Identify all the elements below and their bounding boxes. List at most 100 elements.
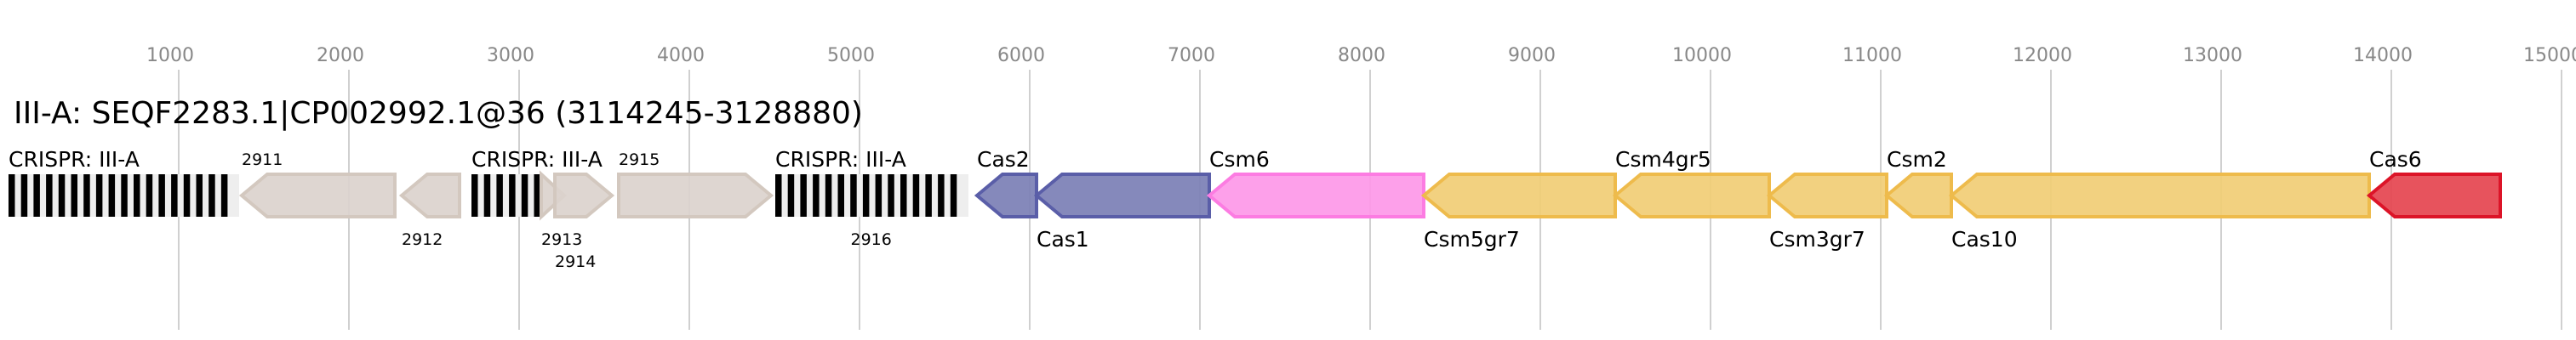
crispr-array: CRISPR: III-A 2916 <box>775 147 968 249</box>
gene-arrow <box>540 170 567 221</box>
gene-csm6: Csm6 <box>1206 147 1425 218</box>
crispr-repeat <box>171 174 178 217</box>
crispr-repeat <box>220 174 228 217</box>
gene-cas6: Cas6 <box>2366 147 2502 218</box>
crispr-repeat <box>875 174 882 217</box>
crispr-repeat <box>134 174 140 217</box>
tick-label: 12000 <box>2013 45 2072 66</box>
crispr-label: CRISPR: III-A <box>775 147 906 172</box>
gene-label: Cas1 <box>1037 227 1089 252</box>
crispr-repeat <box>183 174 191 217</box>
gene-arrow <box>398 173 461 218</box>
crispr-repeat <box>775 174 782 217</box>
crispr-repeat <box>534 174 540 217</box>
tick-label: 8000 <box>1338 45 1385 66</box>
crispr-label: CRISPR: III-A <box>471 147 603 172</box>
gene-arrow <box>1948 173 2371 218</box>
crispr-array: CRISPR: III-A <box>9 147 239 217</box>
crispr-repeat <box>825 174 832 217</box>
crispr-background <box>471 174 540 217</box>
crispr-repeat <box>912 174 920 217</box>
gene-label: 2913 <box>541 230 582 249</box>
tick-label: 9000 <box>1508 45 1556 66</box>
gene-2913: 2913 <box>540 170 582 249</box>
gene-arrow <box>1206 173 1425 218</box>
gene-arrow <box>1766 173 1888 218</box>
crispr-repeat <box>33 174 40 217</box>
crispr-repeat <box>95 174 103 217</box>
crispr-repeat <box>208 174 215 217</box>
gene-arrow <box>238 173 397 218</box>
gene-label: Cas10 <box>1951 227 2018 252</box>
gene-label: Csm6 <box>1209 147 1270 172</box>
crispr-array: CRISPR: III-A <box>471 147 603 217</box>
gene-arrow <box>1883 173 1953 218</box>
gene-csm4gr5: Csm4gr5 <box>1612 147 1771 218</box>
tick-label: 5000 <box>827 45 875 66</box>
gene-arrow <box>974 173 1038 218</box>
gene-csm2: Csm2 <box>1883 147 1953 218</box>
crispr-repeat <box>938 174 945 217</box>
gene-label: 2914 <box>555 252 596 271</box>
crispr-repeat <box>46 174 53 217</box>
crispr-repeat <box>787 174 795 217</box>
crispr-repeat <box>121 174 128 217</box>
crispr-repeat <box>9 174 15 217</box>
crispr-repeat <box>20 174 28 217</box>
crispr-repeat <box>509 174 516 217</box>
tick-label: 10000 <box>1672 45 1732 66</box>
gene-csm3gr7: Csm3gr7 <box>1766 173 1888 252</box>
gene-arrow <box>1612 173 1771 218</box>
tick-label: 14000 <box>2353 45 2413 66</box>
gene-label: 2911 <box>242 150 283 169</box>
crispr-repeat <box>158 174 165 217</box>
gene-2911: 2911 <box>238 150 397 218</box>
crispr-repeat <box>71 174 77 217</box>
locus-title: III-A: SEQF2283.1|CP002992.1@36 (3114245… <box>14 96 863 131</box>
crispr-repeat <box>196 174 203 217</box>
tick-label: 6000 <box>997 45 1045 66</box>
crispr-repeat <box>146 174 153 217</box>
crispr-repeat <box>58 174 66 217</box>
gene-label: Csm4gr5 <box>1615 147 1711 172</box>
tick-label: 13000 <box>2183 45 2242 66</box>
gene-label: Csm5gr7 <box>1424 227 1520 252</box>
gene-2912: 2912 <box>398 173 461 249</box>
crispr-repeat <box>925 174 932 217</box>
tick-label: 1000 <box>146 45 194 66</box>
crispr-repeat <box>521 174 528 217</box>
gene-2915: 2915 <box>617 150 774 218</box>
gene-arrow <box>553 173 615 218</box>
gene-label: Csm3gr7 <box>1769 227 1865 252</box>
gene-arrow <box>2366 173 2502 218</box>
gene-csm5gr7: Csm5gr7 <box>1420 173 1617 252</box>
gene-cas10: Cas10 <box>1948 173 2371 252</box>
gene-label: Cas2 <box>977 147 1030 172</box>
crispr-repeat <box>800 174 807 217</box>
crispr-repeat <box>471 174 478 217</box>
tick-label: 7000 <box>1168 45 1215 66</box>
gene-2914: 2914 <box>553 173 615 271</box>
crispr-background <box>775 174 968 217</box>
gene-label: Cas6 <box>2369 147 2422 172</box>
gene-arrow <box>1420 173 1617 218</box>
crispr-repeat <box>888 174 894 217</box>
crispr-repeat <box>837 174 844 217</box>
feature-track: CRISPR: III-A 2911 2912 CRISPR: III-A 2913 29… <box>9 147 2502 271</box>
crispr-repeat <box>496 174 503 217</box>
gene-label: 2912 <box>402 230 443 249</box>
gene-arrow <box>1033 173 1211 218</box>
crispr-repeat <box>950 174 957 217</box>
gene-cas1: Cas1 <box>1033 173 1211 252</box>
crispr-repeat <box>108 174 116 217</box>
crispr-repeat <box>483 174 491 217</box>
gene-cas2: Cas2 <box>974 147 1038 218</box>
crispr-sub-label: 2916 <box>851 230 892 249</box>
crispr-repeat <box>862 174 870 217</box>
crispr-repeat <box>813 174 820 217</box>
crispr-repeat <box>850 174 857 217</box>
crispr-repeat <box>900 174 907 217</box>
tick-label: 3000 <box>487 45 534 66</box>
crispr-label: CRISPR: III-A <box>9 147 140 172</box>
